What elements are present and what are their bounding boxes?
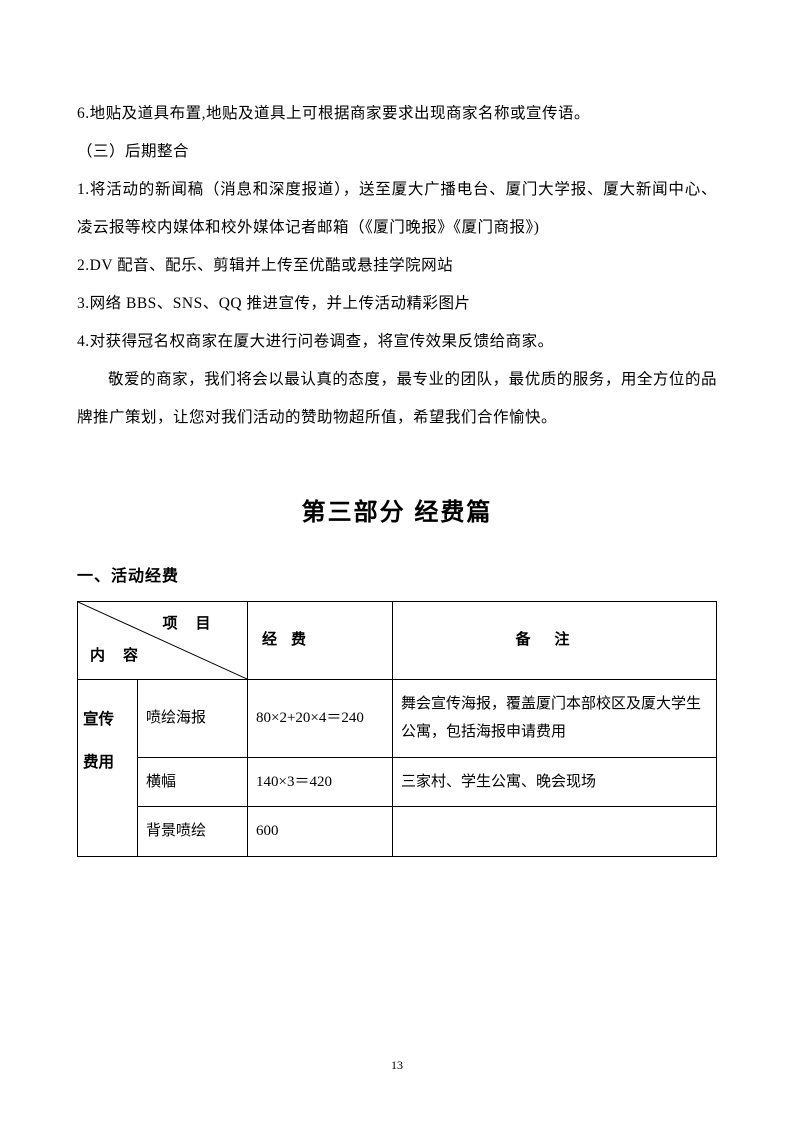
expense-cell: 600: [248, 807, 393, 857]
item-cell: 背景喷绘: [138, 807, 248, 857]
table-row: 宣传费用 喷绘海报 80×2+20×4＝240 舞会宣传海报，覆盖厦门本部校区及…: [78, 679, 717, 757]
item-cell: 横幅: [138, 757, 248, 807]
table-row: 横幅 140×3＝420 三家村、学生公寓、晚会现场: [78, 757, 717, 807]
page-number: 13: [0, 1058, 794, 1073]
section-title-part3: 第三部分 经费篇: [77, 492, 717, 527]
table-header-row: 项目 内容 经费 备注: [78, 601, 717, 679]
header-label-content: 内容: [90, 642, 163, 671]
paragraph-post-4: 4.对获得冠名权商家在厦大进行问卷调查，将宣传效果反馈给商家。: [77, 323, 717, 361]
table-row: 背景喷绘 600: [78, 807, 717, 857]
expense-cell: 140×3＝420: [248, 757, 393, 807]
closing-paragraph: 敬爱的商家，我们将会以最认真的态度，最专业的团队，最优质的服务，用全方位的品牌推…: [77, 361, 717, 437]
header-expense: 经费: [248, 601, 393, 679]
remark-cell: 舞会宣传海报，覆盖厦门本部校区及厦大学生公寓，包括海报申请费用: [393, 679, 717, 757]
paragraph-post-1: 1.将活动的新闻稿（消息和深度报道），送至厦大广播电台、厦门大学报、厦大新闻中心…: [77, 171, 717, 247]
expense-table: 项目 内容 经费 备注 宣传费用 喷绘海报 80×2+20×4＝240 舞会宣传…: [77, 601, 717, 857]
header-label-project: 项目: [163, 610, 236, 639]
paragraph-post-2: 2.DV 配音、配乐、剪辑并上传至优酷或悬挂学院网站: [77, 247, 717, 285]
remark-cell: 三家村、学生公寓、晚会现场: [393, 757, 717, 807]
expense-cell: 80×2+20×4＝240: [248, 679, 393, 757]
header-remark: 备注: [393, 601, 717, 679]
paragraph-post-3: 3.网络 BBS、SNS、QQ 推进宣传，并上传活动精彩图片: [77, 285, 717, 323]
paragraph-6: 6.地贴及道具布置,地贴及道具上可根据商家要求出现商家名称或宣传语。: [77, 95, 717, 133]
section-3-heading: （三）后期整合: [77, 133, 717, 171]
category-cell: 宣传费用: [78, 679, 138, 856]
subsection-title-expenses: 一、活动经费: [77, 562, 717, 586]
item-cell: 喷绘海报: [138, 679, 248, 757]
diagonal-header-cell: 项目 内容: [78, 601, 248, 679]
remark-cell: [393, 807, 717, 857]
